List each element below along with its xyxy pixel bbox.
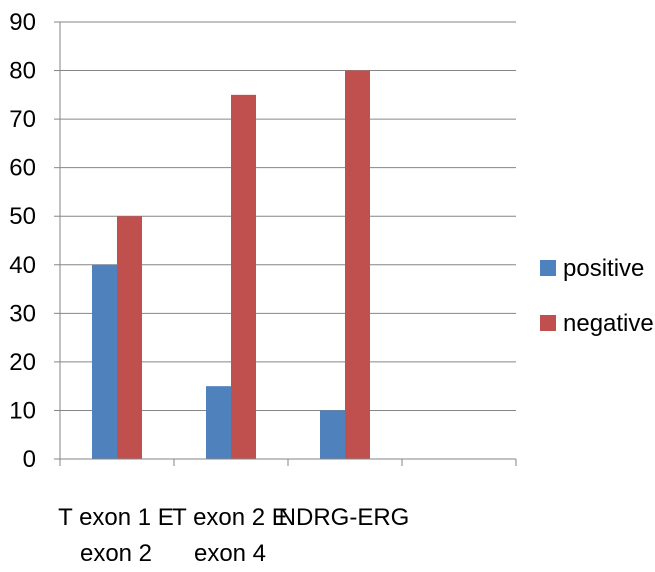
legend-item-positive: positive — [540, 255, 644, 282]
bars — [92, 70, 370, 460]
bar-negative — [117, 216, 142, 459]
bar-negative — [345, 70, 370, 460]
bar-positive — [206, 386, 231, 459]
y-tick-label: 30 — [9, 300, 36, 327]
legend-label: positive — [563, 255, 644, 282]
x-category-label: T exon 1 E — [58, 504, 174, 531]
y-tick-label: 90 — [9, 9, 36, 36]
x-category-label: T exon 2 E — [172, 504, 288, 531]
bar-negative — [231, 94, 256, 459]
y-tick-label: 40 — [9, 252, 36, 279]
legend-item-negative: negative — [540, 310, 654, 337]
y-tick-label: 60 — [9, 155, 36, 182]
bar-positive — [320, 410, 345, 459]
y-tick-label: 20 — [9, 349, 36, 376]
y-tick-label: 10 — [9, 397, 36, 424]
y-tick-label: 50 — [9, 203, 36, 230]
x-category-labels: T exon 1 E exon 2 T exon 2 E exon 4 NDRG-ERG — [58, 504, 409, 567]
y-tick-label: 70 — [9, 106, 36, 133]
x-category-label: NDRG-ERG — [279, 504, 410, 531]
legend-swatch — [540, 315, 556, 331]
axes — [54, 21, 517, 466]
legend-label: negative — [563, 310, 654, 337]
legend-swatch — [540, 260, 556, 276]
y-tick-labels: 0 10 20 30 40 50 60 70 80 90 — [9, 9, 36, 473]
x-category-label: exon 4 — [194, 540, 266, 567]
x-category-label: exon 2 — [80, 540, 152, 567]
y-tick-label: 80 — [9, 58, 36, 85]
bar-positive — [92, 264, 117, 459]
y-tick-label: 0 — [23, 446, 36, 473]
legend: positive negative — [540, 255, 654, 337]
